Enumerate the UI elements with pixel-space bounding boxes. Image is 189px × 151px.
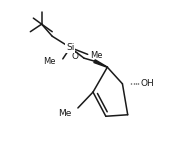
Text: OH: OH bbox=[141, 79, 154, 88]
Text: Si: Si bbox=[66, 43, 74, 52]
Text: Me: Me bbox=[58, 109, 71, 118]
Text: Me: Me bbox=[43, 57, 55, 66]
Polygon shape bbox=[94, 60, 107, 67]
Text: Me: Me bbox=[90, 51, 102, 60]
Text: O: O bbox=[72, 52, 79, 61]
